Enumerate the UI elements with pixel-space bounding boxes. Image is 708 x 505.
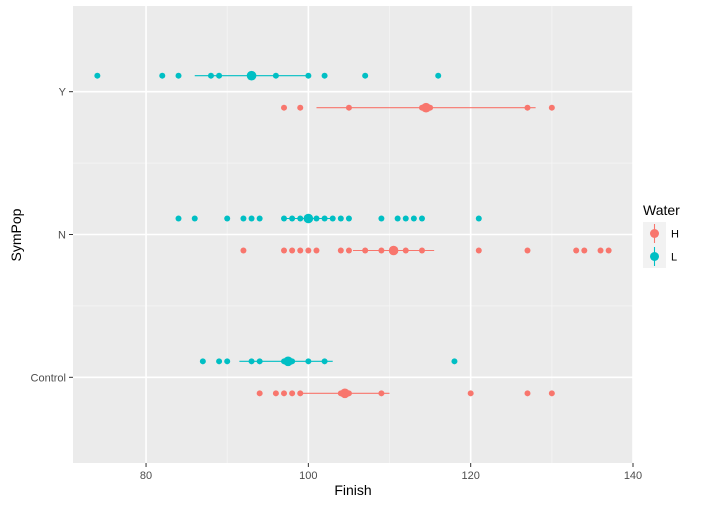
point-h — [240, 247, 247, 254]
legend-key-dot — [650, 229, 659, 238]
point-l — [191, 215, 198, 222]
point-l — [321, 215, 328, 222]
point-h — [281, 104, 288, 111]
point-h — [297, 104, 304, 111]
point-l — [159, 72, 166, 79]
point-l — [321, 358, 328, 365]
mean-point-h — [340, 388, 350, 399]
mean-point-l — [246, 70, 257, 81]
point-h — [345, 104, 352, 111]
point-l — [256, 358, 263, 365]
point-h — [605, 247, 612, 254]
point-l — [216, 72, 223, 79]
y-axis-ticks: Control N Y — [31, 87, 73, 384]
point-l — [475, 215, 482, 222]
point-l — [321, 72, 328, 79]
x-tick-label: 140 — [624, 470, 642, 482]
legend-label-l: L — [671, 252, 677, 264]
point-l — [345, 215, 352, 222]
y-tick-label: Control — [31, 372, 66, 384]
point-h — [281, 390, 288, 397]
point-h — [337, 247, 344, 254]
point-h — [256, 390, 263, 397]
point-l — [224, 358, 231, 365]
point-l — [248, 215, 255, 222]
mean-point-h — [421, 102, 431, 113]
point-h — [548, 104, 555, 111]
point-l — [224, 215, 231, 222]
y-tick-label: N — [58, 230, 66, 242]
point-h — [297, 390, 304, 397]
point-l — [199, 358, 206, 365]
mean-point-l — [303, 213, 314, 224]
mean-points — [246, 70, 431, 399]
point-h — [581, 247, 588, 254]
point-l — [329, 215, 336, 222]
y-tick-label: Y — [59, 87, 67, 99]
y-axis-title: SymPop — [8, 208, 24, 261]
point-h — [475, 247, 482, 254]
point-h — [524, 390, 531, 397]
point-l — [451, 358, 458, 365]
point-l — [305, 72, 312, 79]
point-h — [313, 247, 320, 254]
point-l — [207, 72, 214, 79]
x-tick-label: 100 — [299, 470, 317, 482]
point-l — [378, 215, 385, 222]
point-l — [337, 215, 344, 222]
point-l — [272, 72, 279, 79]
point-l — [216, 358, 223, 365]
point-h — [305, 247, 312, 254]
x-tick-label: 80 — [140, 470, 152, 482]
mean-point-l — [283, 356, 293, 367]
point-l — [240, 215, 247, 222]
point-h — [467, 390, 474, 397]
point-l — [248, 358, 255, 365]
x-axis-ticks: 80 100 120 140 — [140, 463, 642, 482]
point-h — [289, 247, 296, 254]
point-h — [418, 247, 425, 254]
mean-point-h — [388, 245, 399, 256]
point-h — [402, 247, 409, 254]
point-l — [435, 72, 442, 79]
point-h — [272, 390, 279, 397]
point-h — [597, 247, 604, 254]
point-h — [573, 247, 580, 254]
point-h — [345, 247, 352, 254]
point-l — [305, 358, 312, 365]
point-l — [402, 215, 409, 222]
point-h — [524, 104, 531, 111]
legend-title: Water — [643, 202, 680, 218]
point-h — [289, 390, 296, 397]
x-tick-label: 120 — [462, 470, 480, 482]
legend: Water HL — [643, 202, 680, 268]
point-l — [394, 215, 401, 222]
point-l — [281, 215, 288, 222]
point-l — [313, 215, 320, 222]
point-l — [362, 72, 369, 79]
point-h — [281, 247, 288, 254]
point-l — [94, 72, 101, 79]
major-grid — [73, 6, 634, 463]
point-l — [175, 72, 182, 79]
point-l — [289, 215, 296, 222]
point-h — [378, 247, 385, 254]
point-h — [362, 247, 369, 254]
point-l — [418, 215, 425, 222]
point-h — [524, 247, 531, 254]
legend-label-h: H — [671, 229, 679, 241]
x-axis-title: Finish — [334, 482, 371, 498]
point-l — [297, 215, 304, 222]
point-h — [297, 247, 304, 254]
point-l — [410, 215, 417, 222]
point-h — [548, 390, 555, 397]
point-h — [378, 390, 385, 397]
point-l — [175, 215, 182, 222]
point-l — [256, 215, 263, 222]
legend-key-dot — [650, 252, 659, 261]
